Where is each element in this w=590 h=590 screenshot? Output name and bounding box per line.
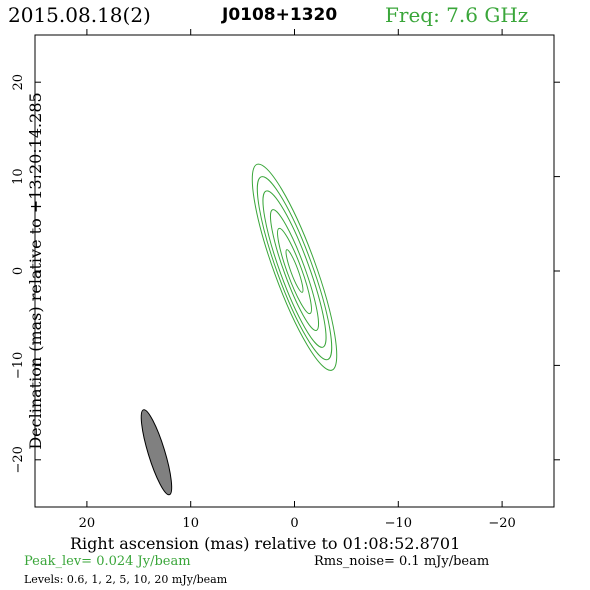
y-axis-label: Declination (mas) relative to +13:20:14.… bbox=[26, 92, 45, 449]
axis-ticks bbox=[35, 29, 560, 507]
y-tick-label: 10 bbox=[11, 168, 26, 185]
contour-level-10 bbox=[277, 227, 312, 315]
contour-layer bbox=[251, 163, 338, 371]
x-tick-label: −10 bbox=[385, 516, 412, 531]
observation-date: 2015.08.18(2) bbox=[8, 3, 151, 27]
x-tick-label: −20 bbox=[488, 516, 515, 531]
plot-frame bbox=[34, 34, 555, 508]
source-name: J0108+1320 bbox=[222, 5, 338, 25]
y-tick-label: 0 bbox=[11, 267, 26, 275]
y-tick-label: −10 bbox=[11, 352, 26, 379]
beam-layer bbox=[140, 409, 173, 496]
x-tick-label: 0 bbox=[290, 516, 298, 531]
frequency-label: Freq: 7.6 GHz bbox=[385, 3, 529, 27]
beam-ellipse bbox=[140, 409, 173, 496]
x-axis-label: Right ascension (mas) relative to 01:08:… bbox=[70, 534, 461, 553]
x-tick-label: 20 bbox=[79, 516, 96, 531]
contour-level-0p6 bbox=[251, 163, 338, 371]
y-tick-label: 20 bbox=[11, 74, 26, 91]
x-tick-label: 10 bbox=[182, 516, 199, 531]
contour-level-2 bbox=[262, 190, 327, 348]
contour-level-20 bbox=[285, 249, 304, 293]
tick-labels: 20 10 0 −10 −20 20 10 0 −10 −20 bbox=[11, 74, 516, 531]
contour-level-1 bbox=[256, 176, 333, 361]
contour-level-5 bbox=[269, 209, 320, 331]
rms-noise: Rms_noise= 0.1 mJy/beam bbox=[314, 554, 490, 569]
y-tick-label: −20 bbox=[11, 446, 26, 473]
contour-levels: Levels: 0.6, 1, 2, 5, 10, 20 mJy/beam bbox=[24, 573, 228, 586]
peak-level: Peak_lev= 0.024 Jy/beam bbox=[24, 554, 191, 569]
